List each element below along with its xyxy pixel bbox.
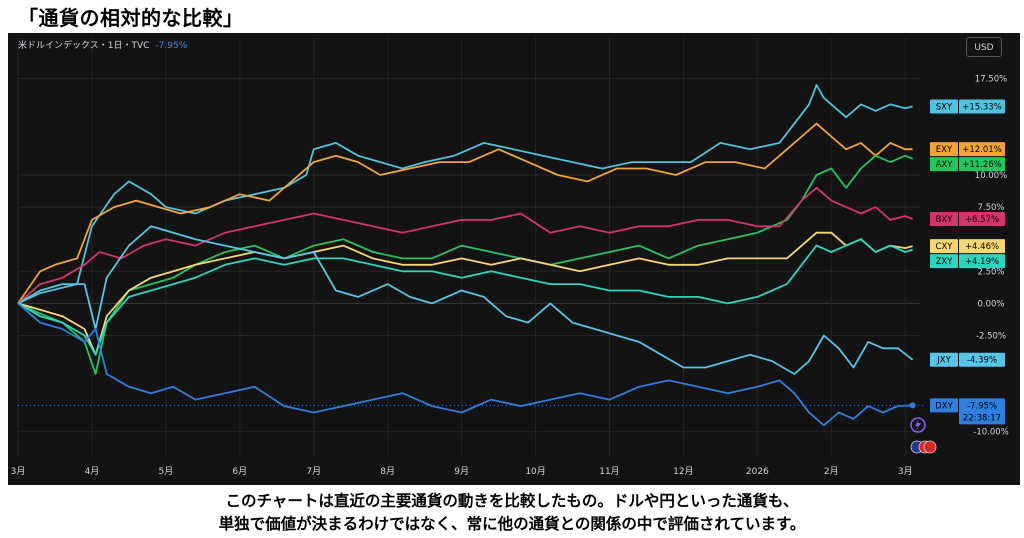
x-tick-label: 4月 [85, 466, 100, 477]
series-value-jxy: -4.39% [967, 356, 997, 366]
symbol-change: -7.95% [155, 41, 188, 51]
series-tag-dxy [930, 398, 958, 413]
series-line-cxy [17, 231, 913, 356]
x-tick-label: 10月 [525, 466, 545, 477]
y-tick-label: 7.50% [977, 203, 1004, 213]
event-flag-icon-2 [923, 440, 937, 454]
y-tick-label: 17.50% [975, 75, 1007, 85]
series-value-badge-jxy [959, 352, 1005, 367]
symbol-legend[interactable]: 米ドルインデックス・1日・TVC -7.95% [18, 38, 187, 51]
series-line-axy [17, 154, 913, 375]
series-name-jxy: JXY [936, 356, 951, 366]
series-name-sxy: SXY [936, 103, 953, 113]
y-tick-label: -10.00% [973, 428, 1008, 438]
series-value-badge-axy [959, 157, 1005, 172]
series-name-zxy: ZXY [936, 257, 954, 267]
x-tick-label: 6月 [232, 466, 247, 477]
symbol-name: 米ドルインデックス・1日・TVC [18, 41, 150, 51]
x-tick-label: 5月 [159, 466, 174, 477]
series-name-bxy: BXY [936, 215, 954, 225]
series-value-badge-sxy [959, 99, 1005, 114]
y-tick-label: 2.50% [977, 267, 1004, 277]
lightning-bolt-icon [915, 419, 921, 431]
series-tag-exy [930, 142, 958, 157]
y-tick-label: 0.00% [977, 299, 1004, 309]
series-name-dxy: DXY [935, 401, 953, 411]
series-line-bxy [17, 186, 913, 305]
x-tick-label: 2月 [824, 466, 839, 477]
x-tick-label: 11月 [599, 466, 619, 477]
series-value-cxy: +4.46% [965, 242, 999, 252]
last-point-dxy [909, 402, 916, 409]
x-tick-label: 9月 [454, 466, 469, 477]
series-value-bxy: +6.57% [965, 215, 999, 225]
x-tick-label: 8月 [380, 466, 395, 477]
series-line-zxy [17, 238, 913, 356]
series-name-exy: EXY [936, 145, 953, 155]
series-line-dxy [17, 302, 913, 427]
x-tick-label: 12月 [673, 466, 693, 477]
series-value-badge-exy [959, 142, 1005, 157]
y-tick-label: -2.50% [976, 331, 1006, 341]
y-tick-label: 10.00% [975, 171, 1007, 181]
series-value-dxy: -7.95% [967, 401, 997, 411]
series-tag-axy [930, 157, 958, 172]
caption-line-2: 単独で価値が決まるわけではなく、常に他の通貨との関係の中で評価されています。 [218, 515, 806, 533]
series-value-badge-dxy [959, 398, 1005, 425]
series-value-badge-bxy [959, 212, 1005, 227]
series-line-sxy [17, 84, 913, 305]
series-name-axy: AXY [936, 160, 954, 170]
series-line-jxy [17, 225, 914, 375]
series-value-axy: +11.26% [962, 160, 1002, 170]
series-tag-zxy [930, 254, 958, 269]
series-value-exy: +12.01% [962, 145, 1002, 155]
series-value-zxy: +4.19% [965, 257, 999, 267]
series-value-badge-zxy [959, 254, 1005, 269]
comparison-chart[interactable]: 17.50% 10.00% 7.50% 2.50% 0.00% -2.50% -10.00%… [8, 33, 1020, 485]
series-value-sxy: +15.33% [962, 103, 1002, 113]
countdown-timer: 22:38:17 [963, 413, 1001, 423]
x-tick-label: 3月 [898, 466, 913, 477]
lightning-icon [910, 417, 926, 433]
page-title: 「通貨の相対的な比較」 [18, 6, 244, 30]
caption-line-1: このチャートは直近の主要通貨の動きを比較したもの。ドルや円といった通貨も、 [225, 492, 799, 510]
chart-panel[interactable]: 17.50% 10.00% 7.50% 2.50% 0.00% -2.50% -10.00%… [8, 33, 1020, 485]
series-value-badge-cxy [959, 239, 1005, 254]
series-line-exy [17, 122, 913, 304]
series-tag-sxy [930, 99, 958, 114]
currency-button[interactable]: USD [966, 37, 1002, 57]
x-tick-label: 7月 [306, 466, 321, 477]
series-tag-jxy [930, 352, 958, 367]
series-name-cxy: CXY [936, 242, 954, 252]
x-tick-label: 3月 [11, 466, 26, 477]
series-tag-cxy [930, 239, 958, 254]
x-tick-label: 2026 [746, 467, 769, 477]
series-tag-bxy [930, 212, 958, 227]
